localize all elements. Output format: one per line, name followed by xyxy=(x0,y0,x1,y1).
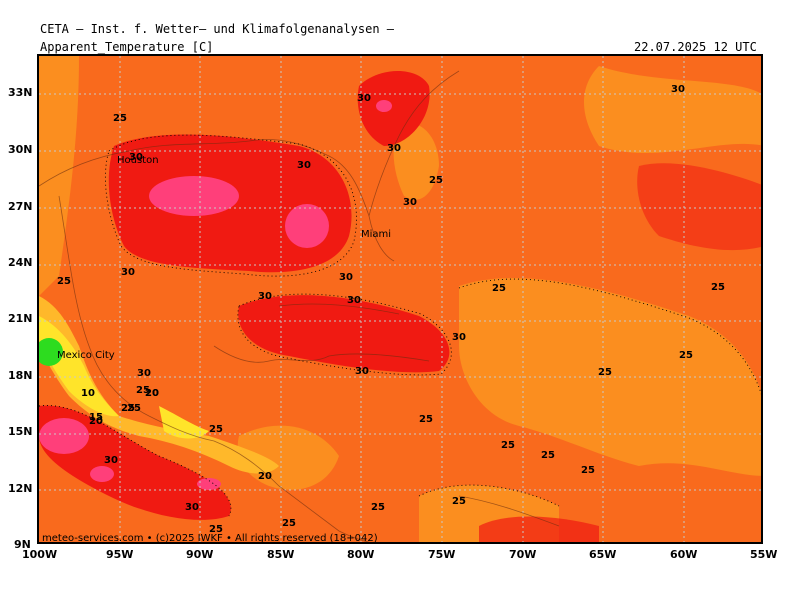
lat-label: 30N xyxy=(8,143,33,156)
lon-label: 80W xyxy=(347,548,375,561)
contour-label: 25 xyxy=(127,403,141,414)
field-hottest xyxy=(149,176,239,216)
lon-label: 60W xyxy=(670,548,698,561)
field-patch xyxy=(584,66,761,153)
lat-label: 27N xyxy=(8,200,33,213)
field-hottest xyxy=(39,418,89,454)
lat-label: 21N xyxy=(8,312,33,325)
field-hot xyxy=(479,516,599,542)
field-hottest xyxy=(197,478,221,490)
lon-label: 90W xyxy=(186,548,214,561)
contour-label: 25 xyxy=(598,367,612,378)
field-patch xyxy=(393,123,439,200)
field-hottest xyxy=(90,466,114,482)
contour-label: 25 xyxy=(711,282,725,293)
contour-label: 30 xyxy=(129,152,143,163)
field-patch xyxy=(237,425,339,490)
contour-label: 20 xyxy=(145,388,159,399)
contour-label: 25 xyxy=(136,385,150,396)
contour-label: 30 xyxy=(387,143,401,154)
contour-label: 30 xyxy=(121,267,135,278)
lon-label: 75W xyxy=(428,548,456,561)
variable-label: Apparent_Temperature [C] xyxy=(40,40,214,54)
lon-label: 100W xyxy=(22,548,58,561)
contour-label: 30 xyxy=(137,368,151,379)
field-patch xyxy=(39,56,79,296)
field-hot xyxy=(637,163,761,251)
lon-label: 65W xyxy=(589,548,617,561)
contour-label: 25 xyxy=(209,424,223,435)
contour-label: 20 xyxy=(145,388,159,399)
field-hot xyxy=(357,71,430,146)
contour-label: 30 xyxy=(104,455,118,466)
city-houston: Houston xyxy=(117,155,159,166)
lon-label: 95W xyxy=(106,548,134,561)
field-cooler xyxy=(159,406,209,439)
city-mexico-city: Mexico City xyxy=(57,350,115,361)
contour-label: 30 xyxy=(671,84,685,95)
contour-label: 30 xyxy=(185,502,199,513)
contour-label: 25 xyxy=(113,113,127,124)
contour-label: 30 xyxy=(258,291,272,302)
lat-label: 18N xyxy=(8,369,33,382)
contour-label: 30 xyxy=(339,272,353,283)
contour-label: 25 xyxy=(452,496,466,507)
contour-label: 30 xyxy=(357,93,371,104)
contour-label: 20 xyxy=(89,416,103,427)
field-hot xyxy=(238,295,450,373)
contour-label: 15 xyxy=(89,412,103,423)
copyright-footer: meteo-services.com • (c)2025 IWKF • All … xyxy=(42,533,378,544)
header-title: CETA — Inst. f. Wetter— und Klimafolgena… xyxy=(40,22,395,36)
contour-label: 30 xyxy=(355,366,369,377)
contour-label: 25 xyxy=(209,524,223,535)
contour-label: 30 xyxy=(403,197,417,208)
coastlines xyxy=(39,70,560,542)
city-miami: Miami xyxy=(361,229,391,240)
map-svg: 30 25 30 30 30 30 25 30 25 25 30 30 30 2… xyxy=(39,56,761,542)
field-hottest xyxy=(376,100,392,112)
contour-label: 25 xyxy=(679,350,693,361)
contour-lines xyxy=(39,134,761,517)
contour-label: 10 xyxy=(81,388,95,399)
contour-label: 30 xyxy=(452,332,466,343)
lat-label: 33N xyxy=(8,86,33,99)
lat-label: 15N xyxy=(8,425,33,438)
contour-label: 25 xyxy=(541,450,555,461)
lon-label: 55W xyxy=(750,548,778,561)
lon-label: 85W xyxy=(267,548,295,561)
contour-label-group: 30 25 30 30 30 30 25 30 25 25 30 30 30 2… xyxy=(57,84,725,535)
contour-label: 25 xyxy=(581,465,595,476)
field-cooler xyxy=(39,316,119,417)
contour-label: 30 xyxy=(297,160,311,171)
contour-label: 25 xyxy=(121,403,135,414)
field-hottest xyxy=(285,204,329,248)
contour-label: 25 xyxy=(57,276,71,287)
lon-label: 70W xyxy=(509,548,537,561)
field-coolest xyxy=(39,338,63,366)
contour-label: 25 xyxy=(419,414,433,425)
lat-label: 12N xyxy=(8,482,33,495)
contour-label: 30 xyxy=(347,295,361,306)
map-canvas: 30 25 30 30 30 30 25 30 25 25 30 30 30 2… xyxy=(37,54,763,544)
contour-label: 25 xyxy=(429,175,443,186)
valid-time: 22.07.2025 12 UTC xyxy=(634,40,757,54)
contour-label: 25 xyxy=(282,518,296,529)
contour-label: 25 xyxy=(371,502,385,513)
lat-label: 24N xyxy=(8,256,33,269)
lat-label: 9N xyxy=(14,538,31,551)
contour-label: 25 xyxy=(492,283,506,294)
contour-label: 20 xyxy=(258,471,272,482)
contour-label: 25 xyxy=(501,440,515,451)
